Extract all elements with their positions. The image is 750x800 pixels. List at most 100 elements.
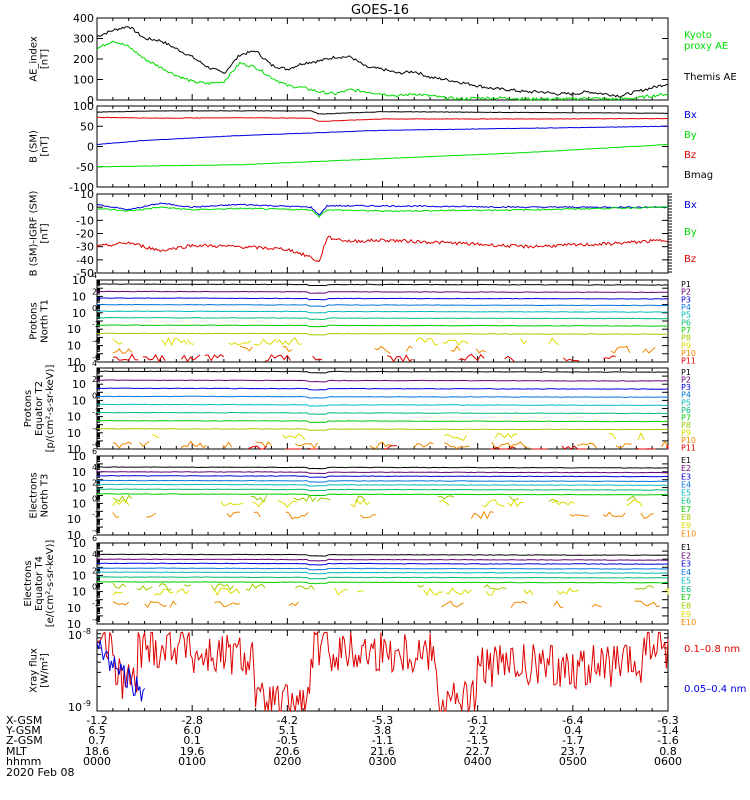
panel-7-ylabel-line: Equator T4 [34, 556, 45, 611]
channel-e9-segment [176, 588, 190, 595]
panel-5-ytick-label: 10 [67, 427, 81, 440]
channel-p9-segment [228, 340, 252, 346]
legend-e8: E8 [681, 601, 691, 610]
legend-e10: E10 [681, 618, 696, 627]
channel-p9-segment [637, 432, 645, 441]
panel-8-frame [96, 629, 669, 712]
channel-e8-segment [183, 584, 191, 587]
xaxis-tick-label: 0600 [654, 755, 682, 768]
legend-e6: E6 [681, 585, 691, 594]
legend-p3: P3 [681, 383, 691, 392]
panel-4-ytick-label: 10 [67, 340, 81, 353]
channel-e6 [96, 576, 668, 580]
panel-7-ytick-exp: 2 [92, 566, 97, 575]
legend-bz: Bz [684, 254, 696, 265]
series-by [96, 206, 669, 218]
legend-p4: P4 [681, 303, 691, 312]
xaxis-tick-label: 0400 [464, 755, 492, 768]
channel-p11-segment [387, 354, 413, 363]
legend-p8: P8 [681, 421, 691, 430]
channel-p1 [96, 370, 669, 374]
panel-6-ytick-exp: 6 [92, 447, 97, 456]
legend-kyoto: Kyoto [684, 30, 712, 41]
panel-6-ytick-label: 10 [67, 529, 81, 542]
panel-8-ytick-exp: -8 [83, 627, 91, 636]
panel-2-ylabel: B (SM) [nT] [29, 130, 51, 163]
legend-bz: Bz [684, 150, 696, 161]
panel-6-ytick-exp: 2 [92, 479, 97, 488]
channel-e9-segment [277, 499, 298, 508]
legend-bx: Bx [684, 200, 697, 211]
channel-p9-segment [275, 337, 302, 346]
channel-e10-segment [569, 514, 589, 517]
channel-p11-segment [180, 354, 201, 363]
xaxis-tick-label: -1.6 [657, 734, 678, 747]
channel-e9-segment [213, 587, 241, 597]
channel-p10-segment [405, 345, 413, 352]
legend-p10: P10 [681, 436, 696, 445]
legend-bmag: Bmag [684, 170, 713, 181]
channel-e9-segment [551, 500, 575, 506]
legend-bx: Bx [684, 110, 697, 121]
xaxis-row-label: Y-GSM [5, 724, 41, 737]
xaxis-row-label: X-GSM [6, 714, 42, 727]
legend-p6: P6 [681, 406, 691, 415]
panel-4-ytick-label: 10 [72, 290, 86, 303]
panel-5-ytick-label: 10 [72, 362, 86, 375]
channel-p11-segment [504, 355, 515, 362]
channel-e8-segment [112, 494, 133, 504]
channel-e8-segment [317, 497, 331, 502]
legend-e2: E2 [681, 464, 691, 473]
xaxis-row-label: Z-GSM [6, 734, 43, 747]
series-by [96, 143, 669, 168]
panel-5-ytick-exp: -2 [92, 408, 100, 417]
channel-p11-segment [384, 445, 397, 450]
channel-p11-segment [204, 354, 225, 362]
channel-p10-segment [577, 442, 598, 449]
panel-1-ytick-label: 300 [73, 33, 94, 46]
panel-1-ylabel-line: AE_index [29, 36, 40, 82]
panel-3-ylabel-line: [nT] [40, 223, 51, 243]
xaxis-tick-label: -1.2 [86, 714, 107, 727]
panel-5-ytick-exp: -4 [92, 424, 100, 433]
channel-p11-segment [312, 355, 323, 361]
channel-e8-segment [509, 495, 520, 501]
channel-p10-segment [450, 345, 461, 352]
legend-p5: P5 [681, 398, 691, 407]
channel-e10-segment [440, 600, 464, 608]
series-kyoto-proxy-ae [96, 40, 669, 101]
panel-7-ytick-label: 10 [67, 618, 81, 631]
legend-e4: E4 [681, 568, 691, 577]
panel-7-ytick-exp: 4 [92, 550, 97, 559]
panel-1-ylabel: AE_index [nT] [29, 36, 51, 82]
xaxis-tick-label: 22.7 [465, 745, 490, 758]
xaxis-tick-label: -1.4 [657, 724, 678, 737]
legend-p9: P9 [681, 341, 691, 350]
panel-8-ytick-exp: -9 [83, 699, 91, 708]
channel-e10-segment [553, 600, 564, 609]
panel-7-ylabel-line: Electrons [23, 560, 34, 606]
channel-p8 [96, 332, 669, 336]
panel-6-ytick-label: 10 [72, 450, 86, 463]
series-bmag [96, 110, 669, 115]
channel-e9-segment [626, 499, 643, 507]
channel-e8-segment [245, 583, 266, 591]
channel-p6 [96, 411, 669, 415]
channel-p11-segment [490, 446, 516, 450]
channel-e10-segment [214, 601, 240, 608]
channel-p9-segment [253, 338, 277, 346]
channel-p11-segment [602, 355, 616, 360]
channel-p10-segment [610, 345, 631, 354]
xaxis-tick-label: 0000 [83, 755, 111, 768]
channel-p9-segment [444, 433, 468, 442]
channel-p11-segment [636, 448, 656, 450]
legend-e3: E3 [681, 472, 691, 481]
xaxis-tick-label: 0.4 [564, 724, 582, 737]
channel-e10-segment [169, 600, 177, 608]
panel-2-ytick-label: 0 [87, 141, 94, 154]
legend-xray-1: 0.1–0.8 nm [684, 644, 740, 655]
xaxis-tick-label: 0500 [559, 755, 587, 768]
series-bx [96, 202, 669, 216]
xaxis-row-label: hhmm [6, 755, 41, 768]
panel-4-ylabel: Protons North T1 [29, 299, 51, 343]
